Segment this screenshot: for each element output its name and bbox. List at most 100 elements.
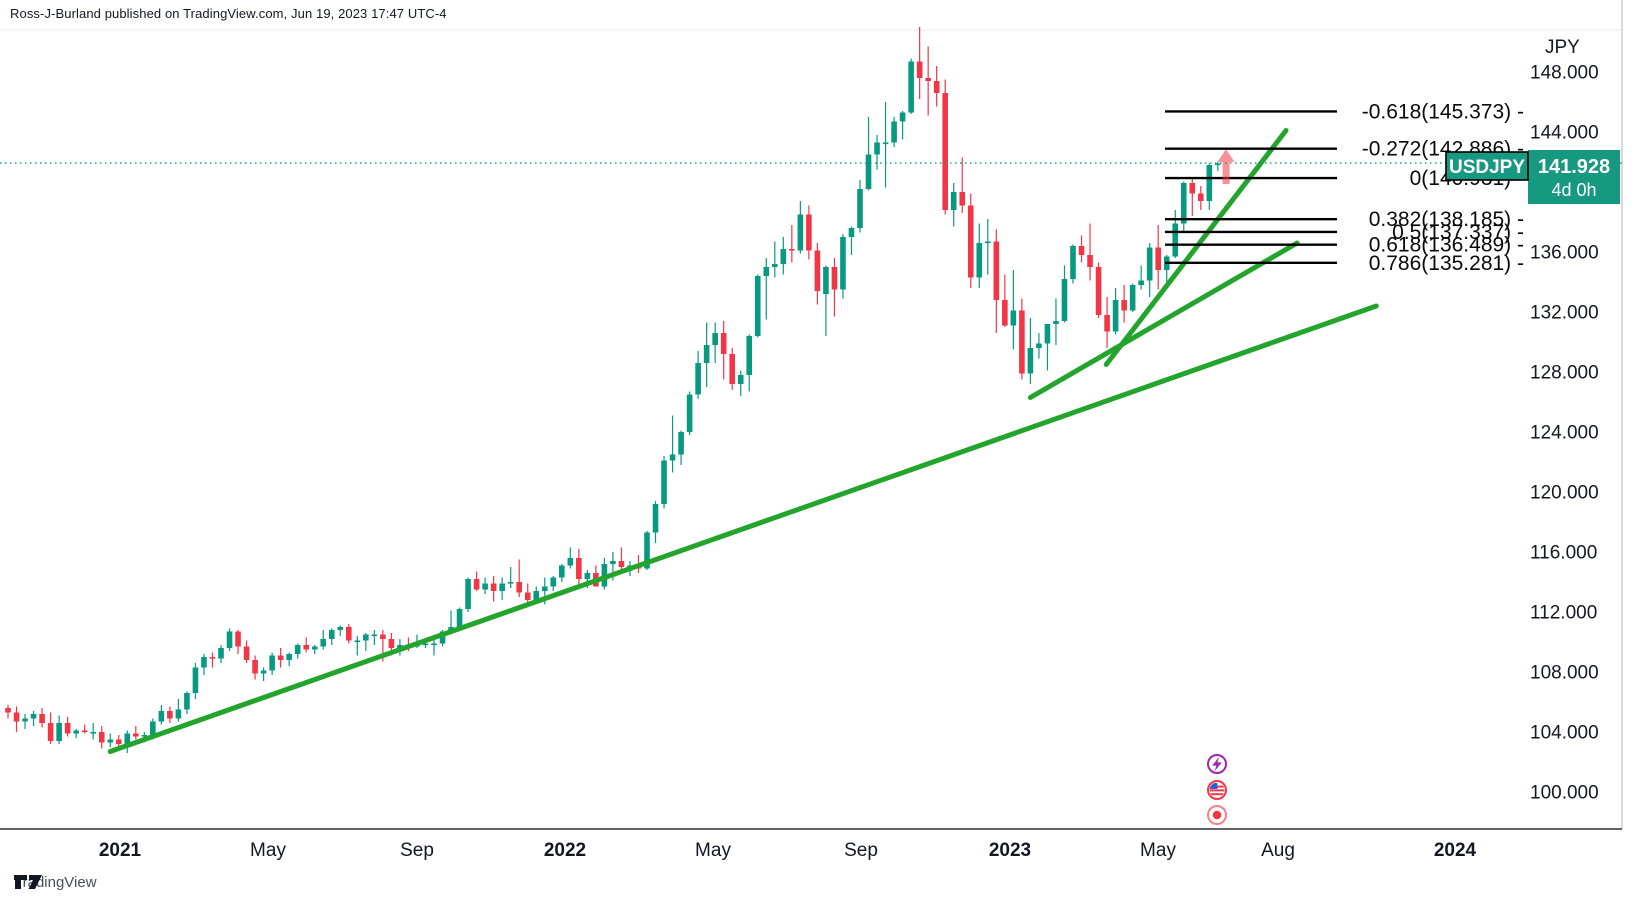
candle-body — [814, 250, 821, 291]
candle-body — [98, 732, 105, 743]
candle-body — [252, 660, 258, 674]
candle-body — [482, 583, 488, 590]
candle-body — [1198, 193, 1204, 201]
candle-body — [576, 558, 582, 579]
candle-body — [354, 640, 361, 643]
candle-body — [985, 241, 991, 244]
candle-body — [209, 657, 216, 659]
candle-body — [1180, 183, 1187, 224]
candlestick — [746, 334, 753, 392]
candle-body — [456, 609, 463, 627]
price-axis-tick: 148.000 — [1530, 63, 1599, 84]
tradingview-logo[interactable]: TradingView — [14, 874, 97, 891]
fib-level-label: 0.382(138.185) - — [1369, 208, 1524, 231]
candlestick — [507, 567, 514, 588]
price-axis-labels: 148.000 144.000 136.000 132.000 128.000 124.0… — [1530, 63, 1599, 804]
candle-body — [840, 237, 846, 290]
candle-body — [235, 631, 241, 647]
candlestick — [277, 648, 284, 668]
candlestick — [559, 564, 565, 582]
price-axis-tick: 100.000 — [1530, 783, 1599, 804]
candlestick — [806, 205, 812, 260]
price-axis-tick: 108.000 — [1530, 663, 1599, 684]
candle-body — [141, 735, 148, 737]
candle-body — [823, 267, 829, 294]
candlestick — [763, 258, 770, 320]
candlestick — [1070, 244, 1076, 284]
candlestick — [328, 628, 335, 645]
candle-body — [73, 730, 79, 734]
candlestick — [899, 111, 906, 140]
candlestick — [1036, 333, 1042, 359]
candle-body — [1095, 267, 1102, 315]
candlestick — [124, 730, 131, 753]
candle-body — [644, 532, 650, 569]
candlestick — [797, 201, 804, 254]
candle-body — [541, 586, 548, 591]
trendline-inner-steep-support — [1103, 128, 1289, 367]
candlestick — [669, 415, 676, 473]
last-price-label: 141.928 — [1538, 156, 1610, 178]
candle-body — [346, 627, 352, 641]
candlestick — [840, 234, 846, 299]
candle-body — [13, 712, 20, 722]
candlestick — [933, 66, 940, 107]
candle-body — [950, 192, 957, 210]
candle-body — [303, 645, 309, 650]
candle-body — [1155, 247, 1161, 270]
candle-body — [933, 81, 940, 93]
candle-body — [1129, 285, 1136, 311]
candlestick — [985, 219, 991, 275]
candle-body — [686, 394, 693, 432]
candlestick — [950, 183, 957, 227]
candle-body — [286, 654, 292, 660]
candlestick — [22, 714, 28, 729]
candle-body — [328, 630, 335, 639]
candle-body — [388, 639, 395, 648]
candlestick — [64, 717, 71, 737]
candlestick — [814, 243, 821, 305]
candle-body — [1172, 223, 1179, 257]
candlestick — [1019, 298, 1025, 380]
candlestick — [499, 577, 505, 600]
time-axis-labels: 2021 May Sep 2022 May Sep 2023 May Aug 2024 — [99, 840, 1477, 861]
trendline-mid-steep-support — [1027, 240, 1300, 400]
tradingview-logo-icon — [14, 875, 42, 889]
candle-body — [891, 121, 897, 143]
candle-body — [1215, 163, 1221, 166]
candlestick — [1129, 283, 1136, 312]
candlestick — [729, 348, 735, 390]
current-price-badge: USDJPY 141.928 4d 0h — [1445, 150, 1620, 204]
candlestick — [98, 726, 105, 749]
candlestick — [848, 226, 855, 255]
candle-body — [22, 718, 28, 722]
candle-body — [1087, 255, 1093, 267]
candlestick — [1138, 265, 1144, 290]
candle-body — [1121, 300, 1127, 311]
candlestick — [363, 633, 369, 651]
candle-body — [397, 645, 403, 648]
candle-body — [1027, 348, 1034, 374]
candle-body — [81, 730, 88, 733]
candlestick — [286, 652, 292, 666]
candle-body — [1104, 315, 1110, 332]
candle-body — [874, 142, 880, 155]
candlestick — [30, 711, 37, 726]
candlestick — [1155, 225, 1161, 290]
candlestick — [908, 58, 914, 114]
candle-body — [30, 714, 37, 719]
candlestick — [226, 628, 233, 651]
candle-body — [175, 709, 182, 719]
candle-body — [550, 577, 557, 587]
candle-body — [652, 504, 659, 533]
candlestick — [720, 321, 727, 380]
us-flag-event-icon — [1207, 780, 1227, 800]
candlestick — [712, 322, 718, 363]
candlestick — [823, 265, 829, 336]
candlestick — [47, 712, 54, 744]
price-axis-tick: 116.000 — [1530, 543, 1597, 564]
candlestick — [235, 630, 241, 654]
candle-body — [269, 655, 275, 671]
candle-body — [967, 205, 974, 278]
candlestick — [831, 258, 838, 317]
